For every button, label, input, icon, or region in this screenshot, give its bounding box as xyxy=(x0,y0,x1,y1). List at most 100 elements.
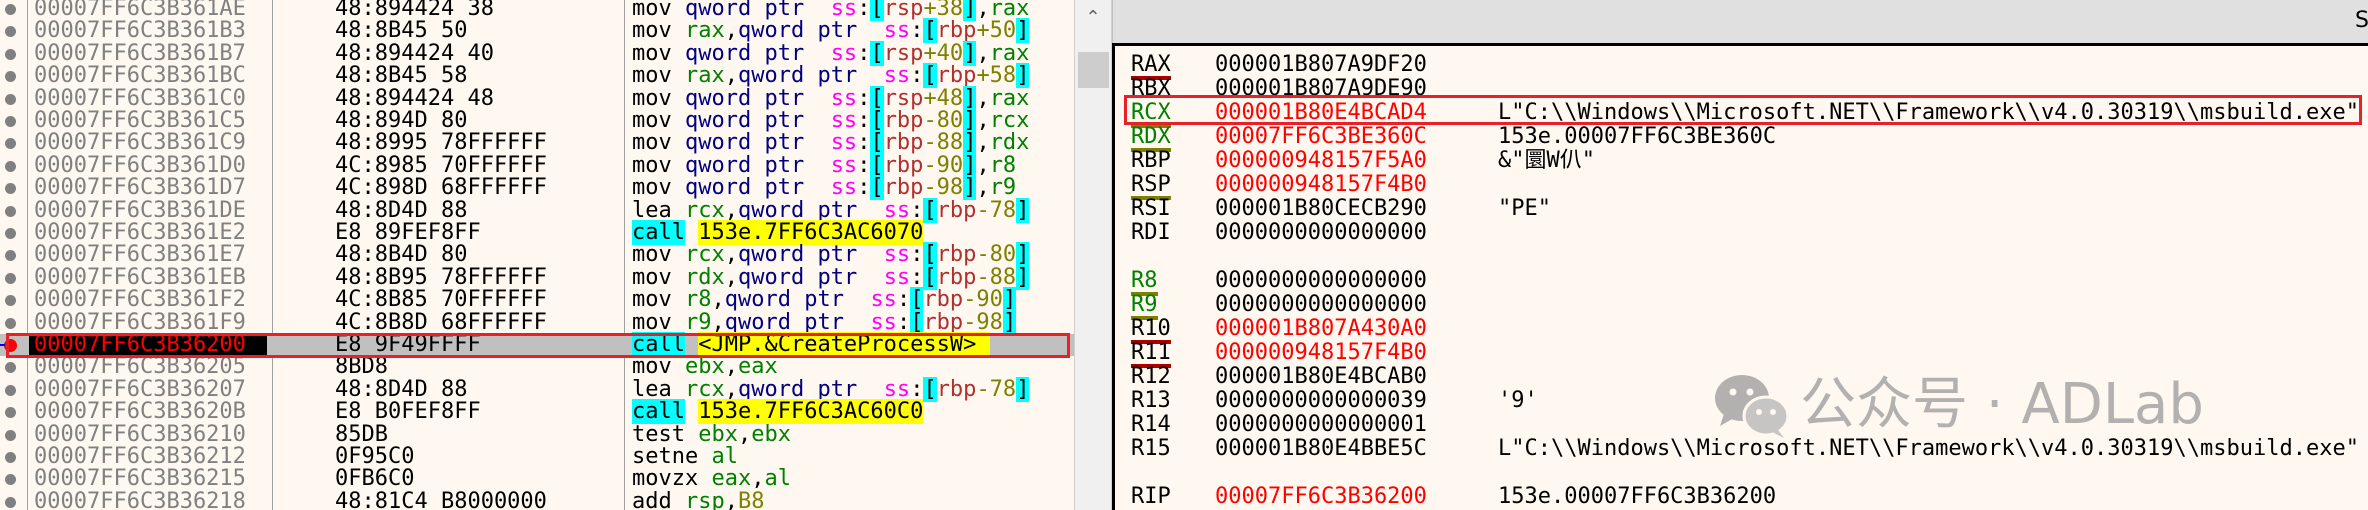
disassembly-row[interactable]: 00007FF6C3B361B3 48:8B45 50 mov rax,qword … xyxy=(0,18,1074,44)
register-row-rbp[interactable]: RBP 000000948157F5A0 &"圜W仈" xyxy=(1115,149,2365,173)
register-value[interactable]: 000001B80CECB290 xyxy=(1215,196,1427,221)
token-mn: mov xyxy=(632,63,685,89)
breakpoint-dot-icon[interactable] xyxy=(5,496,16,508)
register-value[interactable]: 000001B80E4BCAD4 xyxy=(1215,100,1427,125)
instruction-text: mov rax,qword ptr ss:[rbp+50] xyxy=(632,18,1030,44)
disassembly-row[interactable]: 00007FF6C3B361EB 48:8B95 78FFFFFF mov rdx,… xyxy=(0,264,1074,290)
instruction-bytes: 4C:8985 70FFFFFF xyxy=(335,152,547,178)
register-row-r15[interactable]: R15 000001B80E4BBE5C L"C:\\Windows\\Micros… xyxy=(1115,437,2365,461)
breakpoint-dot-icon[interactable] xyxy=(5,362,16,374)
breakpoint-dot-icon[interactable] xyxy=(5,228,16,239)
disassembly-row[interactable]: 00007FF6C3B3620B E8 B0FEF8FF call 153e.7FF… xyxy=(0,399,1074,425)
breakpoint-dot-icon[interactable] xyxy=(5,205,16,217)
token-br: ] xyxy=(1002,309,1017,335)
disassembly-row[interactable]: 00007FF6C3B361C9 48:8995 78FFFFFF mov qwor… xyxy=(0,130,1074,156)
breakpoint-dot-icon[interactable] xyxy=(5,160,16,172)
scroll-up-arrow-icon[interactable]: ⌃ xyxy=(1085,7,1101,28)
disassembly-row[interactable]: 00007FF6C3B361B7 48:894424 40 mov qword pt… xyxy=(0,40,1074,66)
register-value[interactable]: 000000948157F5A0 xyxy=(1215,148,1427,173)
breakpoint-dot-icon[interactable] xyxy=(5,295,16,307)
disassembly-row[interactable]: 00007FF6C3B361E7 48:8B4D 80 mov rcx,qword … xyxy=(0,242,1074,268)
breakpoint-dot-icon[interactable] xyxy=(5,116,16,127)
breakpoint-dot-icon[interactable] xyxy=(5,71,16,83)
register-row-r13[interactable]: R13 0000000000000039 '9' xyxy=(1115,389,2365,413)
disassembly-row[interactable]: 00007FF6C3B36210 85DB test ebx,ebx xyxy=(0,421,1074,447)
disassembly-pane[interactable]: 00007FF6C3B361AE 48:894424 38 mov qword pt… xyxy=(0,0,1074,510)
instruction-bytes: 0FB6C0 xyxy=(335,466,415,492)
disassembly-row[interactable]: 00007FF6C3B361C5 48:894D 80 mov qword ptr … xyxy=(0,108,1074,133)
disassembly-row[interactable]: 00007FF6C3B36215 0FB6C0 movzx eax,al xyxy=(0,466,1074,492)
breakpoint-dot-icon[interactable] xyxy=(5,26,16,38)
register-comment: "PE" xyxy=(1498,196,1551,221)
breakpoint-dot-icon[interactable] xyxy=(5,474,16,486)
token-reg: ebx xyxy=(698,421,738,447)
register-value[interactable]: 0000000000000000 xyxy=(1215,292,1427,317)
disassembly-row[interactable]: 00007FF6C3B36205 8BD8 mov ebx,eax xyxy=(0,355,1074,378)
register-value[interactable]: 000000948157F4B0 xyxy=(1215,340,1427,365)
instruction-text: mov qword ptr ss:[rbp-80],rcx xyxy=(632,108,1029,133)
breakpoint-dot-icon[interactable] xyxy=(5,384,16,396)
register-row-rax[interactable]: RAX 000001B807A9DF20 xyxy=(1115,52,2365,80)
disassembly-row[interactable]: 00007FF6C3B361F9 4C:8B8D 68FFFFFF mov r9,q… xyxy=(0,309,1074,335)
register-row-r14[interactable]: R14 0000000000000001 xyxy=(1115,413,2365,437)
register-row-rip[interactable]: RIP 00007FF6C3B36200 153e.00007FF6C3B36200 xyxy=(1115,485,2365,509)
disassembly-row[interactable]: 00007FF6C3B36207 48:8D4D 88 lea rcx,qword … xyxy=(0,376,1074,402)
disassembly-row[interactable]: 00007FF6C3B361BC 48:8B45 58 mov rax,qword … xyxy=(0,63,1074,89)
disassembly-row[interactable]: 00007FF6C3B361D0 4C:8985 70FFFFFF mov qwor… xyxy=(0,152,1074,178)
token-br: [ xyxy=(870,108,884,133)
disassembly-row[interactable]: 00007FF6C3B361D7 4C:898D 68FFFFFF mov qwor… xyxy=(0,175,1074,201)
register-value[interactable]: 0000000000000001 xyxy=(1215,412,1427,437)
breakpoint-dot-icon[interactable] xyxy=(5,250,16,262)
register-row-r8[interactable]: R8 0000000000000000 xyxy=(1115,268,2365,296)
breakpoint-dot-icon[interactable] xyxy=(5,317,16,329)
instruction-text: mov rdx,qword ptr ss:[rbp-88] xyxy=(632,264,1030,290)
token-size: qword ptr xyxy=(684,175,831,201)
register-underline xyxy=(1131,364,1171,368)
register-row-rdi[interactable]: RDI 0000000000000000 xyxy=(1115,221,2365,245)
register-name: RIP xyxy=(1131,484,1171,509)
register-name: R12 xyxy=(1131,364,1171,389)
register-row-rdx[interactable]: RDX 00007FF6C3BE360C 153e.00007FF6C3BE360C xyxy=(1115,124,2365,152)
register-value[interactable]: 000001B80E4BBE5C xyxy=(1215,436,1427,461)
disassembly-row[interactable]: 00007FF6C3B361AE 48:894424 38 mov qword pt… xyxy=(0,0,1074,21)
token-off: +58 xyxy=(976,63,1017,89)
breakpoint-dot-icon[interactable] xyxy=(5,407,16,419)
register-row-rsp[interactable]: RSP 000000948157F4B0 xyxy=(1115,172,2365,200)
register-value[interactable]: 000000948157F4B0 xyxy=(1215,172,1427,197)
register-row-r9[interactable]: R9 0000000000000000 xyxy=(1115,292,2365,320)
breakpoint-dot-icon[interactable] xyxy=(5,183,16,195)
register-value[interactable]: 00007FF6C3B36200 xyxy=(1215,484,1427,509)
register-value[interactable]: 00007FF6C3BE360C xyxy=(1215,124,1427,149)
breakpoint-icon[interactable] xyxy=(4,339,17,352)
register-row-rcx[interactable]: RCX 000001B80E4BCAD4 L"C:\\Windows\\Micros… xyxy=(1115,100,2365,128)
breakpoint-dot-icon[interactable] xyxy=(5,452,16,463)
register-row-r12[interactable]: R12 000001B80E4BCAB0 xyxy=(1115,365,2365,389)
disassembly-row[interactable]: 00007FF6C3B361DE 48:8D4D 88 lea rcx,qword … xyxy=(0,197,1074,223)
register-value[interactable]: 000001B807A430A0 xyxy=(1215,316,1427,341)
register-row-r11[interactable]: R11 000000948157F4B0 xyxy=(1115,340,2365,368)
breakpoint-dot-icon[interactable] xyxy=(5,93,16,105)
register-name: RAX xyxy=(1131,53,1171,80)
breakpoint-dot-icon[interactable] xyxy=(5,272,16,284)
disassembly-row[interactable]: 00007FF6C3B36218 48:81C4 B8000000 add rsp,… xyxy=(0,490,1074,510)
breakpoint-dot-icon[interactable] xyxy=(5,48,16,60)
register-value[interactable]: 000001B80E4BCAB0 xyxy=(1215,364,1427,389)
breakpoint-dot-icon[interactable] xyxy=(5,138,16,150)
disassembly-row[interactable]: 00007FF6C3B361E2 E8 89FEF8FF call 153e.7FF… xyxy=(0,220,1074,245)
register-value[interactable]: 0000000000000000 xyxy=(1215,220,1427,245)
disassembly-row[interactable]: 00007FF6C3B361F2 4C:8B85 70FFFFFF mov r8,q… xyxy=(0,287,1074,313)
disassembly-row-current[interactable]: 00007FF6C3B36200 E8 9F49FFFF call <JMP.&Cr… xyxy=(0,332,1074,357)
register-row-rsi[interactable]: RSI 000001B80CECB290 "PE" xyxy=(1115,197,2365,221)
register-value[interactable]: 000001B807A9DF20 xyxy=(1215,52,1427,77)
register-row-r10[interactable]: R10 000001B807A430A0 xyxy=(1115,316,2365,344)
registers-header[interactable]: Sh xyxy=(1112,0,2368,43)
breakpoint-dot-icon[interactable] xyxy=(5,4,16,15)
disassembly-scrollbar[interactable]: ⌃ xyxy=(1074,0,1112,510)
scroll-thumb[interactable] xyxy=(1078,52,1109,88)
register-value[interactable]: 0000000000000000 xyxy=(1215,268,1427,293)
register-value[interactable]: 0000000000000039 xyxy=(1215,388,1427,413)
disassembly-row[interactable]: 00007FF6C3B361C0 48:894424 48 mov qword pt… xyxy=(0,85,1074,111)
breakpoint-dot-icon[interactable] xyxy=(5,429,16,441)
token-target: <JMP.&CreateProcessW> xyxy=(698,332,990,357)
disassembly-row[interactable]: 00007FF6C3B36212 0F95C0 setne al xyxy=(0,445,1074,468)
